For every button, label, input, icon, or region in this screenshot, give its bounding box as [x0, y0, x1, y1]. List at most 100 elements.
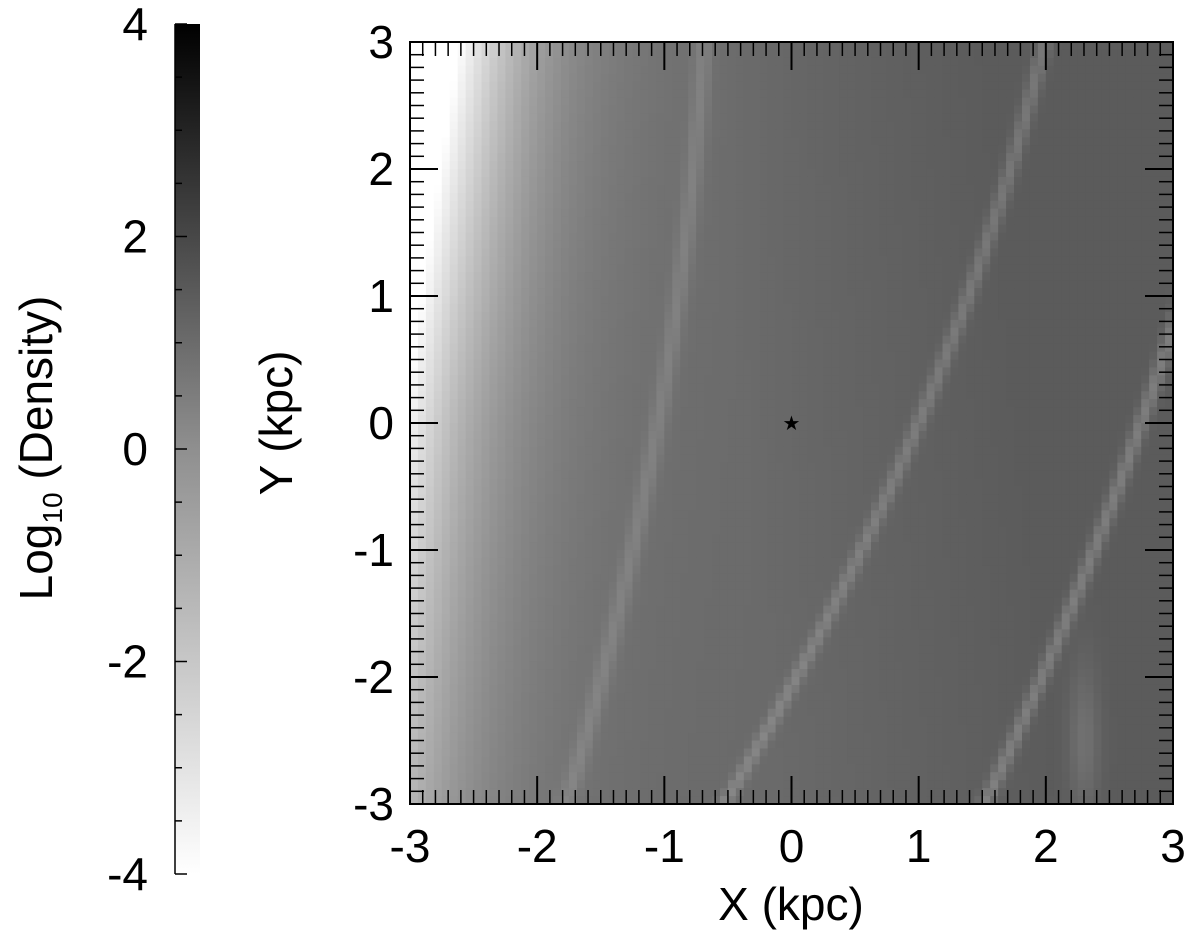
heatmap-cell [608, 89, 618, 99]
heatmap-cell [1157, 89, 1166, 99]
heatmap-cell [545, 288, 554, 297]
heatmap-cell [704, 391, 713, 400]
heatmap-cell [1141, 407, 1150, 416]
heatmap-cell [1085, 430, 1095, 440]
heatmap-cell [545, 303, 554, 313]
heatmap-cell [417, 89, 427, 99]
heatmap-cell [616, 367, 626, 376]
heatmap-cell [1037, 343, 1047, 353]
heatmap-cell [1141, 73, 1150, 83]
heatmap-cell [1093, 423, 1103, 432]
heatmap-cell [1053, 137, 1063, 146]
heatmap-cell [751, 240, 761, 249]
heatmap-cell [934, 161, 944, 170]
heatmap-cell [1165, 438, 1173, 448]
heatmap-cell [561, 319, 570, 329]
heatmap-cell [592, 192, 602, 202]
heatmap-cell [982, 430, 991, 440]
heatmap-cell [505, 176, 514, 186]
heatmap-cell [958, 42, 967, 51]
heatmap-cell [441, 240, 451, 249]
heatmap-cell [934, 351, 944, 361]
heatmap-cell [561, 375, 570, 384]
heatmap-cell [1045, 49, 1055, 59]
heatmap-cell [481, 430, 491, 440]
heatmap-cell [553, 351, 562, 361]
heatmap-cell [847, 208, 856, 218]
heatmap-cell [839, 65, 848, 75]
heatmap-cell [910, 351, 920, 361]
heatmap-cell [1006, 359, 1015, 369]
heatmap-cell [1101, 169, 1111, 178]
heatmap-cell [775, 367, 785, 376]
heatmap-cell [878, 288, 888, 297]
heatmap-cell [815, 264, 824, 273]
heatmap-cell [1133, 288, 1142, 297]
heatmap-cell [743, 343, 753, 353]
heatmap-cell [950, 303, 960, 313]
heatmap-cell [1029, 359, 1039, 369]
heatmap-cell [847, 383, 856, 392]
heatmap-cell [855, 49, 864, 59]
heatmap-cell [1045, 383, 1055, 392]
heatmap-cell [1165, 399, 1173, 408]
heatmap-cell [433, 319, 443, 329]
heatmap-cell [791, 129, 801, 138]
heatmap-cell [847, 351, 856, 361]
heatmap-cell [1149, 359, 1158, 369]
heatmap-cell [1157, 73, 1166, 83]
heatmap-cell [688, 97, 697, 107]
heatmap-cell [592, 121, 602, 130]
heatmap-cell [457, 224, 467, 234]
heatmap-cell [894, 264, 904, 273]
heatmap-cell [529, 57, 538, 67]
heatmap-cell [1037, 272, 1047, 281]
heatmap-cell [576, 89, 586, 99]
heatmap-cell [497, 97, 506, 107]
heatmap-cell [505, 97, 514, 107]
heatmap-cell [704, 438, 713, 448]
heatmap-cell [1014, 184, 1023, 194]
heatmap-cell [497, 272, 506, 281]
heatmap-cell [902, 303, 912, 313]
heatmap-cell [982, 415, 991, 424]
heatmap-cell [966, 97, 975, 107]
heatmap-cell [521, 73, 530, 83]
heatmap-cell [783, 446, 793, 456]
heatmap-cell [974, 97, 983, 107]
heatmap-cell [926, 264, 936, 273]
heatmap-cell [958, 288, 967, 297]
heatmap-cell [855, 89, 864, 99]
heatmap-cell [807, 137, 816, 146]
heatmap-cell [1125, 216, 1134, 226]
heatmap-cell [982, 216, 991, 226]
heatmap-cell [910, 97, 920, 107]
heatmap-cell [648, 169, 657, 178]
heatmap-cell [719, 430, 729, 440]
heatmap-cell [847, 430, 856, 440]
heatmap-cell [1077, 311, 1087, 321]
heatmap-cell [998, 327, 1007, 337]
heatmap-cell [433, 272, 443, 281]
heatmap-cell [759, 359, 769, 369]
heatmap-cell [1061, 153, 1071, 162]
heatmap-cell [537, 137, 546, 146]
heatmap-cell [433, 65, 443, 75]
heatmap-cell [974, 311, 983, 321]
heatmap-cell [513, 248, 522, 257]
heatmap-cell [878, 311, 888, 321]
heatmap-cell [632, 232, 642, 242]
heatmap-cell [727, 272, 737, 281]
heatmap-cell [688, 438, 697, 448]
heatmap-cell [600, 200, 610, 210]
heatmap-cell [807, 216, 816, 226]
heatmap-cell [974, 49, 983, 59]
heatmap-cell [950, 367, 960, 376]
heatmap-cell [704, 208, 713, 218]
heatmap-cell [696, 423, 705, 432]
heatmap-cell [1093, 145, 1103, 154]
heatmap-cell [1117, 200, 1126, 210]
heatmap-cell [433, 208, 443, 218]
heatmap-cell [799, 129, 808, 138]
